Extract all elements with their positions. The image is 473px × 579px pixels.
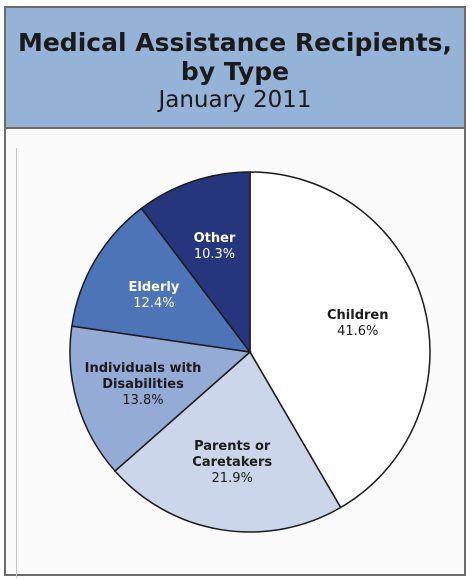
slice-category-label: Individuals with [85, 361, 202, 376]
pie-slice [249, 171, 431, 509]
pie-slice [113, 350, 342, 533]
pie-slice [69, 325, 252, 473]
slice-value-label: 21.9% [212, 471, 253, 486]
pie-slice [140, 171, 251, 355]
chart-header: Medical Assistance Recipients, by Type J… [6, 8, 464, 129]
slice-category-label: Children [327, 308, 389, 323]
pie-slice [71, 207, 252, 354]
slice-category-label: Caretakers [192, 455, 272, 470]
slice-value-label: 13.8% [122, 393, 163, 408]
slice-category-label: Disabilities [102, 377, 184, 392]
slice-category-label: Other [194, 231, 236, 246]
slice-value-label: 10.3% [194, 247, 235, 262]
chart-subtitle: January 2011 [158, 87, 312, 113]
slice-value-label: 41.6% [337, 324, 378, 339]
slice-category-label: Parents or [194, 439, 271, 454]
slice-value-label: 12.4% [133, 296, 174, 311]
inner-divider [16, 148, 17, 578]
slice-category-label: Elderly [129, 280, 180, 295]
chart-title: Medical Assistance Recipients, by Type [17, 28, 453, 86]
